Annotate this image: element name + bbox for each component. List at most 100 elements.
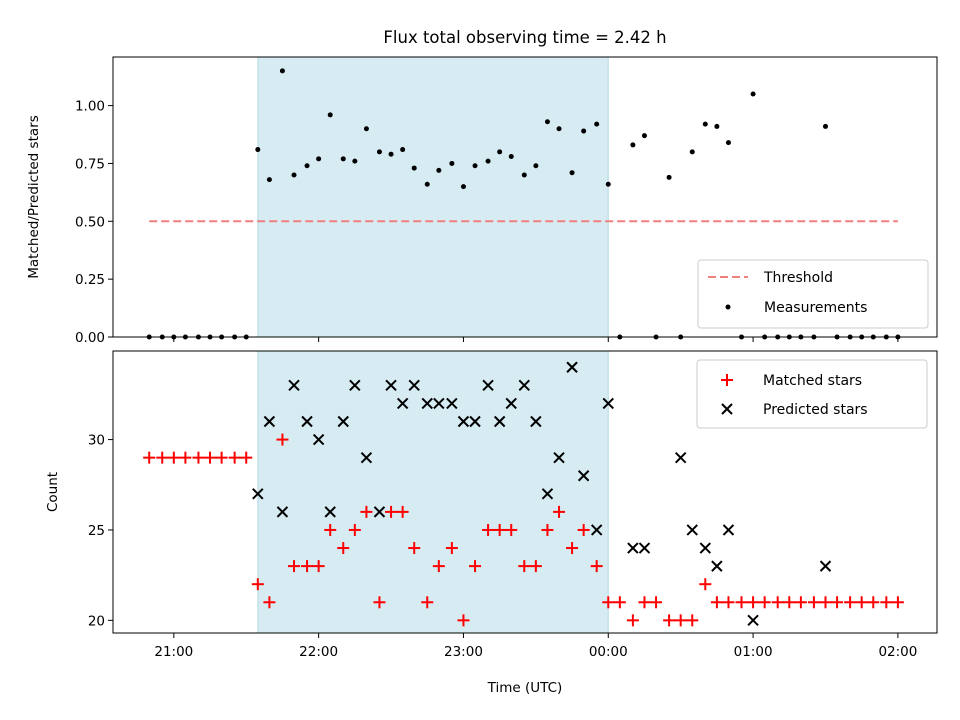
matched-star-point: [301, 560, 314, 573]
matched-star-point: [529, 560, 542, 573]
legend-matched-label: Matched stars: [763, 373, 862, 389]
matched-star-point: [674, 614, 687, 627]
predicted-stars-points: [252, 361, 832, 627]
matched-star-point: [312, 560, 325, 573]
measurement-point: [352, 158, 358, 164]
measurement-point: [641, 133, 647, 139]
bottom-x-tick-label: 22:00: [299, 644, 338, 660]
legend-measurements-swatch: [725, 304, 731, 310]
measurement-point: [363, 126, 369, 132]
matched-star-point: [215, 451, 228, 464]
predicted-star-point: [324, 506, 336, 518]
matched-star-point: [288, 560, 301, 573]
predicted-star-point: [349, 379, 361, 392]
matched-star-point: [541, 523, 554, 536]
measurement-point: [544, 119, 550, 125]
matched-star-point: [192, 451, 205, 464]
matched-star-point: [179, 451, 192, 464]
measurement-point: [327, 112, 333, 118]
matched-star-point: [482, 523, 495, 536]
bottom-x-tick-label: 21:00: [154, 644, 193, 660]
matched-star-point: [577, 523, 590, 536]
measurement-point: [594, 121, 600, 127]
measurement-point: [255, 147, 261, 153]
legend-threshold-label: Threshold: [763, 270, 833, 286]
measurement-point: [279, 68, 285, 74]
bottom-legend: Matched stars Predicted stars: [696, 359, 928, 429]
matched-star-point: [590, 560, 603, 573]
measurement-point: [702, 121, 708, 127]
matched-star-point: [251, 578, 264, 591]
matched-star-point: [385, 505, 398, 518]
predicted-star-point: [457, 415, 470, 428]
matched-star-point: [432, 560, 445, 573]
predicted-star-point: [263, 415, 276, 428]
top-y-tick-label: 0.75: [75, 156, 105, 172]
matched-star-point: [505, 523, 518, 536]
predicted-star-point: [469, 415, 481, 428]
matched-star-point: [747, 596, 760, 609]
top-panel: 0.00 0.25 0.50 0.75 1.00 Flux total observin…: [26, 28, 938, 346]
matched-star-point: [204, 451, 217, 464]
top-x-ticks: [173, 337, 899, 342]
matched-star-point: [553, 505, 566, 518]
predicted-star-point: [408, 379, 420, 392]
predicted-star-point: [252, 488, 264, 500]
matched-star-point: [880, 596, 893, 609]
matched-star-point: [263, 596, 276, 609]
bottom-y-ticks: 20 25 30: [88, 433, 113, 629]
measurement-point: [400, 147, 406, 153]
measurement-point: [666, 174, 672, 180]
measurement-point: [533, 163, 539, 169]
predicted-star-point: [360, 451, 373, 464]
bottom-y-tick-label: 25: [88, 523, 105, 539]
top-y-tick-label: 1.00: [75, 99, 105, 115]
top-axes-frame: [112, 56, 938, 338]
matched-star-point: [867, 596, 880, 609]
top-title: Flux total observing time = 2.42 h: [383, 28, 666, 47]
matched-star-point: [566, 542, 579, 555]
top-y-axis-label: Matched/Predicted stars: [26, 115, 42, 278]
measurement-point: [689, 149, 695, 155]
measurement-point: [750, 91, 756, 97]
matched-star-point: [722, 596, 735, 609]
predicted-star-point: [577, 470, 590, 482]
predicted-star-point: [553, 451, 565, 464]
matched-star-point: [228, 451, 241, 464]
matched-star-point: [758, 596, 771, 609]
matched-star-point: [891, 596, 904, 609]
predicted-star-point: [566, 361, 578, 373]
top-legend-box: [697, 259, 929, 329]
measurement-point: [316, 156, 322, 162]
matched-star-point: [348, 523, 361, 536]
matched-star-point: [337, 542, 350, 555]
measurement-point: [376, 149, 382, 155]
top-y-tick-label: 0.25: [75, 272, 105, 288]
matched-star-point: [819, 596, 832, 609]
predicted-star-point: [686, 524, 698, 536]
predicted-star-point: [590, 524, 603, 536]
matched-star-point: [602, 596, 615, 609]
predicted-star-point: [396, 397, 409, 410]
predicted-star-point: [711, 560, 723, 572]
top-y-tick-label: 0.50: [75, 214, 105, 230]
measurement-point: [266, 177, 272, 183]
measurement-point: [411, 165, 417, 171]
matched-star-point: [650, 596, 663, 609]
matched-star-point: [831, 596, 844, 609]
predicted-star-point: [288, 379, 300, 392]
predicted-star-point: [482, 379, 494, 392]
matched-star-point: [493, 523, 506, 536]
measurement-point: [630, 142, 636, 148]
predicted-star-point: [819, 560, 832, 572]
top-y-ticks: 0.00 0.25 0.50 0.75 1.00: [75, 99, 113, 346]
matched-star-point: [807, 596, 820, 609]
matched-star-point: [771, 596, 784, 609]
measurement-point: [714, 123, 720, 129]
predicted-star-point: [337, 415, 349, 428]
measurement-point: [472, 163, 478, 169]
bottom-x-axis-label: Time (UTC): [487, 680, 563, 696]
bottom-shaded-span: [257, 350, 609, 634]
measurement-point: [449, 160, 455, 166]
